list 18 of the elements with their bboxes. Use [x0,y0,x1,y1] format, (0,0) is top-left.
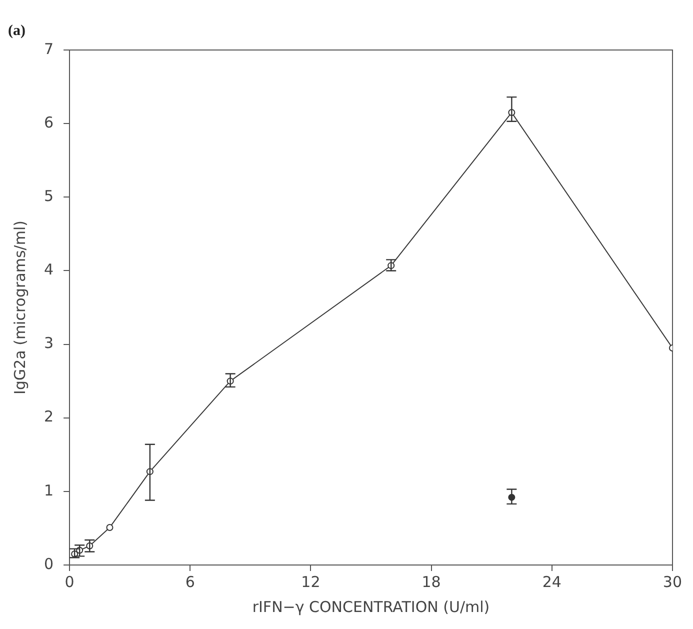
point [106,524,114,531]
x-tick-label: 0 [64,572,74,591]
x-tick-label: 18 [422,572,441,591]
y-tick-label: 2 [44,408,54,426]
x-tick-label: 6 [185,572,195,591]
x-axis-title: rIFN−γ CONCENTRATION (U/ml) [252,598,490,616]
y-tick-label: 7 [44,40,54,58]
x-tick-label: 24 [542,572,562,591]
y-tick-label: 4 [44,260,54,279]
x-tick-label: 12 [301,572,320,591]
y-tick-label: 5 [44,187,54,206]
x-tick-label: 30 [662,572,682,591]
chart-title: (a) [8,22,26,39]
y-tick-label: 1 [44,481,54,500]
y-tick-label: 3 [44,334,54,352]
y-tick-label: 0 [44,554,54,573]
y-tick-label: 6 [44,113,54,132]
y-axis-title: IgG2a (micrograms/ml) [10,220,29,394]
